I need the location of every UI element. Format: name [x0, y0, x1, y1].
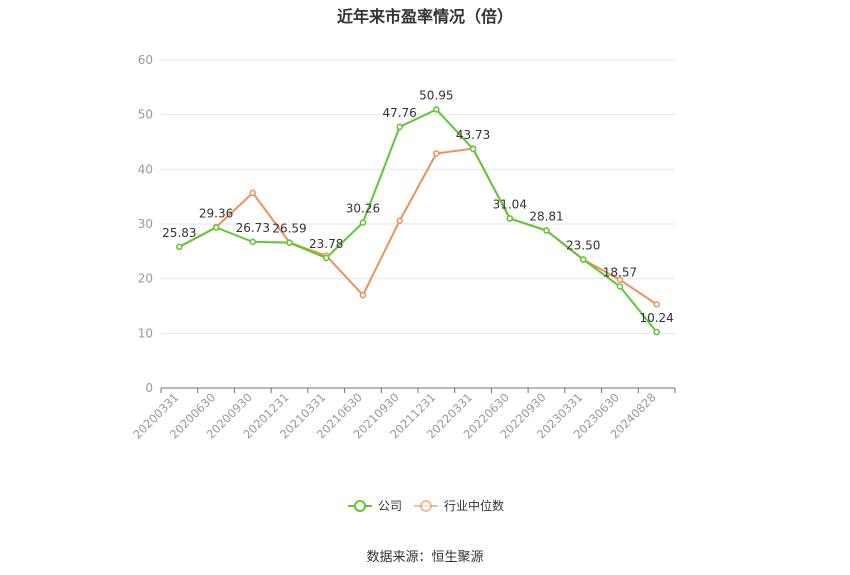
legend-label-company: 公司 [378, 499, 402, 513]
legend-marker-company [354, 500, 366, 512]
data-point-company [543, 227, 550, 234]
data-point-company [286, 239, 293, 246]
data-source: 数据来源：恒生聚源 [366, 550, 484, 565]
y-tick-label: 60 [138, 53, 153, 67]
data-label: 28.81 [529, 210, 563, 224]
data-point-industry-median [653, 301, 660, 308]
data-label: 25.83 [162, 226, 196, 240]
y-tick-label: 10 [138, 326, 153, 340]
data-point-company [469, 145, 477, 153]
y-tick-label: 30 [138, 217, 153, 231]
data-label: 10.24 [639, 311, 673, 325]
data-label: 18.57 [603, 265, 637, 279]
data-point-industry-median [359, 291, 367, 299]
data-label: 26.59 [272, 222, 306, 236]
data-point-company [322, 254, 330, 262]
data-label: 23.78 [309, 237, 343, 251]
data-label: 50.95 [419, 88, 453, 102]
data-point-company [212, 224, 220, 231]
data-label: 26.73 [236, 221, 270, 235]
data-label: 43.73 [456, 128, 490, 142]
data-point-industry-median [249, 189, 257, 197]
data-point-company [616, 283, 624, 290]
y-tick-label: 0 [145, 381, 153, 395]
data-point-industry-median [396, 217, 403, 224]
data-label: 29.36 [199, 206, 233, 220]
data-point-company [249, 238, 257, 246]
data-label: 30.26 [346, 202, 380, 216]
y-tick-label: 20 [138, 272, 153, 286]
data-point-company [359, 219, 367, 226]
data-label: 47.76 [382, 106, 416, 120]
data-point-industry-median [433, 150, 440, 157]
y-tick-label: 40 [138, 162, 153, 176]
data-point-company [176, 243, 183, 251]
y-tick-label: 50 [138, 108, 153, 122]
data-point-company [653, 328, 660, 336]
legend-marker-industry-median [420, 500, 432, 512]
data-point-company [433, 106, 440, 113]
data-point-industry-median [616, 276, 624, 284]
chart-title: 近年来市盈率情况（倍） [336, 7, 513, 26]
data-point-company [506, 215, 514, 222]
series-line-company [178, 108, 658, 333]
legend-label-industry-median: 行业中位数 [444, 498, 504, 513]
data-point-company [579, 256, 587, 263]
data-label: 31.04 [493, 197, 527, 211]
data-point-company [396, 123, 403, 131]
data-label: 23.50 [566, 239, 600, 253]
